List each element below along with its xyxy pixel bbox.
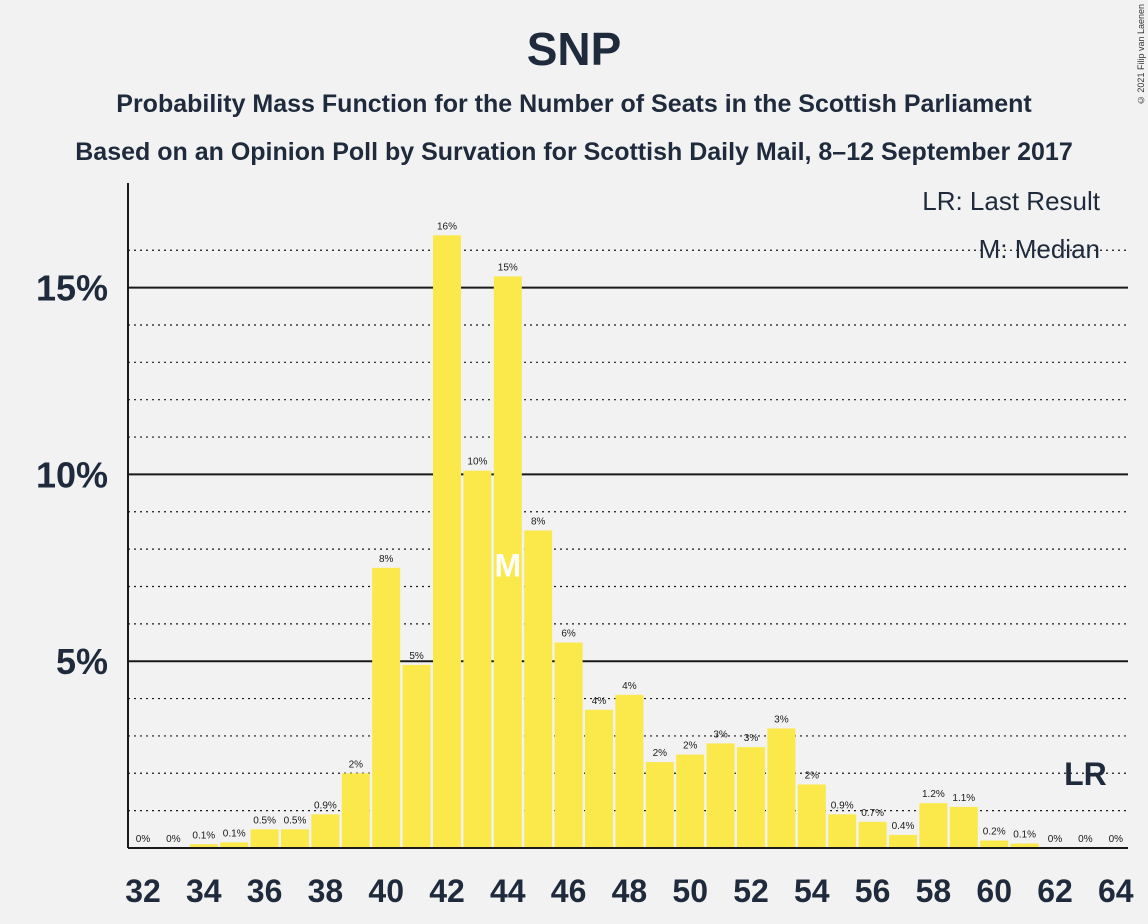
legend-last-result: LR: Last Result [922,186,1101,216]
bar-label-64: 0% [1109,834,1124,845]
bar-label-53: 3% [774,714,789,725]
bar-38 [311,814,340,848]
bar-label-55: 0.9% [831,800,854,811]
bar-label-44: 15% [498,262,518,273]
last-result-marker: LR [1064,756,1107,792]
axes [127,183,1128,849]
bar-label-59: 1.1% [952,793,975,804]
bar-label-39: 2% [349,759,364,770]
bar-label-42: 16% [437,221,457,232]
x-tick-label: 36 [247,873,283,909]
x-tick-label: 52 [733,873,769,909]
bar-label-62: 0% [1048,834,1063,845]
bar-label-33: 0% [166,834,181,845]
bar-label-54: 2% [805,770,820,781]
x-tick-label: 64 [1098,873,1134,909]
bar-label-34: 0.1% [192,830,215,841]
bar-51 [706,743,735,848]
bar-45 [524,530,553,848]
x-tick-label: 60 [976,873,1012,909]
x-tick-label: 62 [1037,873,1073,909]
x-tick-label: 56 [855,873,891,909]
bar-34 [189,844,218,848]
bar-label-58: 1.2% [922,789,945,800]
bar-48 [615,694,644,848]
bar-58 [919,803,948,848]
chart-source: Based on an Opinion Poll by Survation fo… [75,138,1073,166]
bar-39 [341,773,370,848]
bar-value-labels: 0% 0% 0.1% 0.1% 0.5% 0.5% 0.9% 2% 8% 5% 16% 10% 15% 8… [136,221,1123,845]
bar-57 [889,834,917,848]
bar-35 [220,842,249,848]
bar-label-38: 0.9% [314,800,337,811]
bar-47 [585,709,613,848]
bar-46 [554,642,583,848]
bar-label-56: 0.7% [861,808,884,819]
bar-label-36: 0.5% [253,815,276,826]
bar-40 [372,567,401,848]
chart-title: SNP [526,23,622,75]
bar-label-57: 0.4% [892,821,915,832]
bar-label-46: 6% [561,629,576,640]
bar-42 [433,235,461,849]
bar-41 [402,664,431,848]
bar-label-32: 0% [136,834,151,845]
bar-label-37: 0.5% [284,815,307,826]
bar-label-61: 0.1% [1013,830,1036,841]
bar-label-43: 10% [467,457,487,468]
x-tick-label: 42 [429,873,465,909]
bar-label-35: 0.1% [223,828,246,839]
x-tick-label: 48 [612,873,648,909]
bar-label-48: 4% [622,681,637,692]
bar-36 [250,829,279,848]
bar-label-49: 2% [653,748,668,759]
bar-label-60: 0.2% [983,827,1006,838]
y-tick-label: 10% [36,454,108,495]
y-tick-label: 15% [36,268,108,309]
bar-61 [1010,843,1039,848]
bar-59 [949,806,978,848]
bar-label-63: 0% [1078,834,1093,845]
bar-43 [463,470,492,848]
bar-label-41: 5% [409,651,424,662]
tick-labels: 5% 10% 15% 32 34 36 38 40 42 44 46 48 50 52 54 56 58 60 62… [36,268,1134,909]
median-marker: M [494,547,521,583]
legend-median: M: Median [979,234,1100,264]
chart-subtitle: Probability Mass Function for the Number… [116,90,1032,118]
bars [189,235,1039,849]
bar-52 [737,747,765,848]
bar-49 [645,762,674,848]
y-tick-label: 5% [56,641,108,682]
bar-53 [767,728,796,848]
bar-label-45: 8% [531,516,546,527]
bar-label-40: 8% [379,554,394,565]
bar-60 [980,840,1009,848]
x-tick-label: 58 [916,873,952,909]
bar-55 [828,814,857,848]
x-tick-label: 46 [551,873,587,909]
x-tick-label: 54 [794,873,830,909]
markers: M LR [494,547,1106,792]
bar-50 [676,754,705,848]
x-tick-label: 44 [490,873,526,909]
x-tick-label: 40 [368,873,404,909]
bar-label-52: 3% [744,733,759,744]
x-tick-label: 38 [308,873,344,909]
bar-44 [493,276,522,848]
bar-56 [858,821,887,848]
bar-label-47: 4% [592,696,607,707]
bar-37 [281,829,309,848]
x-tick-label: 34 [186,873,222,909]
bar-label-50: 2% [683,741,698,752]
bar-54 [797,784,826,848]
bar-label-51: 3% [713,729,728,740]
x-tick-label: 50 [672,873,708,909]
x-tick-label: 32 [125,873,161,909]
